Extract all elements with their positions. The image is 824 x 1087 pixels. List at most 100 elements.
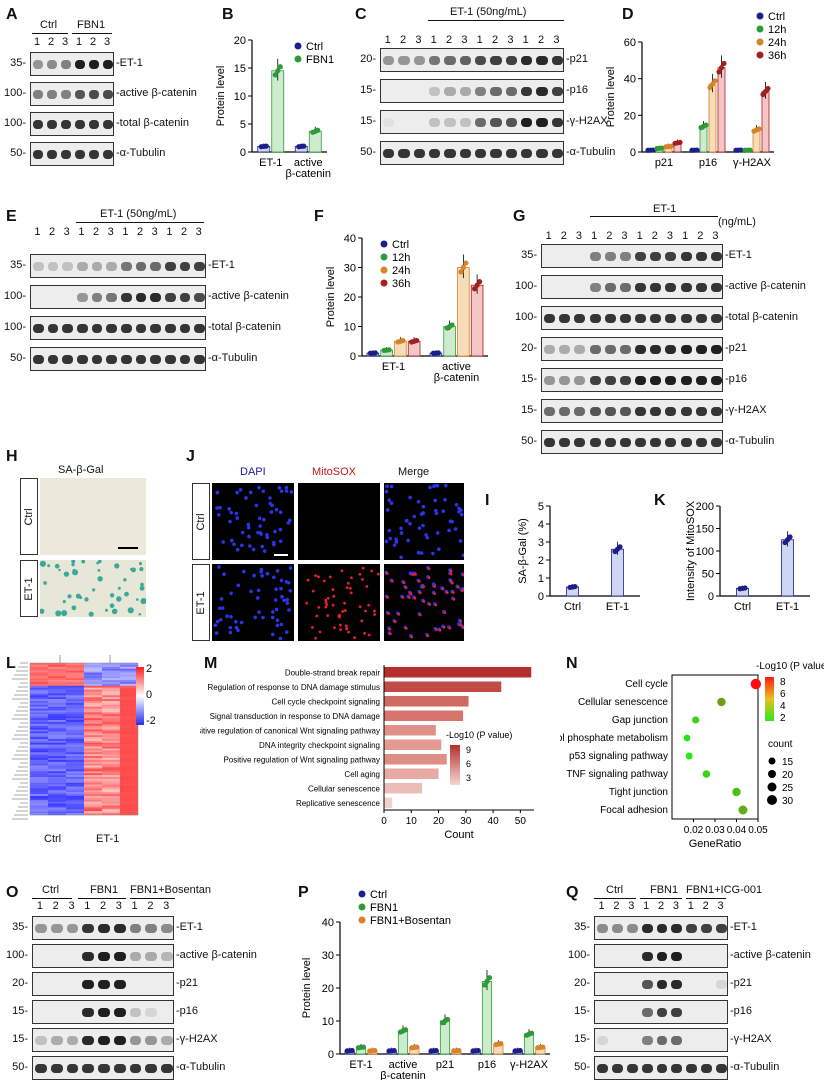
x-tick-label: 0.04 <box>727 825 747 836</box>
legend-label: Ctrl <box>370 889 387 901</box>
stained-cell <box>58 568 61 572</box>
molecular-weight-marker: 100- <box>3 321 26 333</box>
band <box>150 355 161 364</box>
band <box>695 252 707 261</box>
band <box>121 324 132 333</box>
lane-number: 1 <box>687 900 694 912</box>
legend-title: -Log10 (P value) <box>756 661 824 672</box>
band <box>103 150 113 159</box>
molecular-weight-marker: 100- <box>5 949 28 961</box>
y-axis-label: Protein level <box>301 958 313 1019</box>
band <box>194 293 205 302</box>
y-tick-label: 10 <box>322 1016 334 1028</box>
band <box>589 283 601 292</box>
lane-number: 1 <box>34 226 41 238</box>
molecular-weight-marker: 15- <box>12 1005 28 1017</box>
data-point <box>702 770 711 778</box>
band <box>33 324 44 333</box>
category-label: Cell aging <box>344 770 380 779</box>
lane-number: 1 <box>682 230 689 242</box>
band <box>475 87 487 96</box>
category-label: Inositol phosphate metabolism <box>560 733 668 744</box>
band <box>98 1008 110 1017</box>
band <box>671 952 683 961</box>
molecular-weight-marker: 35- <box>12 921 28 933</box>
group-label: Ctrl <box>42 884 60 896</box>
y-tick-label: 60 <box>624 37 636 49</box>
band <box>50 924 63 933</box>
category-label: Regulation of response to DNA damage sti… <box>207 683 380 692</box>
band <box>695 438 707 447</box>
y-tick-label: 15 <box>234 63 246 75</box>
band <box>33 262 44 271</box>
band <box>641 952 653 961</box>
lane-number: 2 <box>52 900 59 912</box>
bar <box>384 768 439 779</box>
band <box>716 980 727 989</box>
dendrogram <box>59 655 111 663</box>
band <box>551 149 563 158</box>
molecular-weight-marker: 50- <box>10 352 26 364</box>
lane-number: 3 <box>666 230 674 242</box>
band <box>194 355 205 364</box>
band <box>98 980 110 989</box>
band <box>641 1064 653 1073</box>
chart-d: 0 20 40 60 Protein level p21 p16 γ-H2AX Ctrl12h2… <box>605 11 786 169</box>
category-label: Cell cycle <box>625 679 668 690</box>
band <box>695 345 707 354</box>
band <box>589 345 601 354</box>
data-point <box>414 337 420 344</box>
panel-label: F <box>314 208 324 225</box>
legend-marker <box>294 55 302 63</box>
lane-number: 1 <box>430 34 437 46</box>
y-tick-label: 4 <box>538 519 544 531</box>
stained-cell <box>116 596 122 602</box>
band <box>129 1008 142 1017</box>
molecular-weight-marker: 20- <box>360 53 376 65</box>
data-point <box>668 143 674 149</box>
blot-strip <box>30 52 114 76</box>
blot-strip <box>594 944 728 968</box>
panel-label: A <box>6 6 18 23</box>
band <box>106 324 117 333</box>
data-point <box>685 752 693 760</box>
lane-number: 3 <box>628 900 635 912</box>
data-point <box>484 978 490 984</box>
color-scale <box>136 667 144 725</box>
band <box>161 1036 173 1045</box>
band <box>129 952 142 961</box>
molecular-weight-marker: 100- <box>3 290 26 302</box>
col-label: MitoSOX <box>312 466 357 478</box>
band <box>551 56 563 65</box>
blot-target-label: -p21 <box>176 977 199 989</box>
band <box>589 376 601 385</box>
band <box>50 1036 63 1045</box>
band <box>113 1064 126 1073</box>
band <box>544 345 556 354</box>
x-tick-label: 0.03 <box>705 825 725 836</box>
stained-cell <box>111 608 118 615</box>
band <box>429 87 441 96</box>
band <box>656 980 668 989</box>
band <box>680 438 692 447</box>
data-point <box>486 975 493 981</box>
x-tick-label: ET-1 <box>382 361 405 373</box>
band <box>103 60 113 69</box>
legend-tick: 6 <box>780 689 786 700</box>
panel-label: C <box>355 6 367 23</box>
blot-strip <box>541 430 723 454</box>
lane-number: 3 <box>712 230 719 242</box>
band <box>113 924 126 933</box>
band <box>35 1036 47 1045</box>
data-point <box>349 1047 355 1054</box>
band <box>544 438 556 447</box>
band <box>551 87 563 96</box>
data-point <box>617 544 623 550</box>
band <box>75 90 85 99</box>
col-label: ET-1 <box>96 833 120 845</box>
band <box>521 118 533 127</box>
y-axis-label: Protein level <box>325 267 337 328</box>
band <box>521 149 533 158</box>
band <box>604 283 616 292</box>
band <box>635 438 647 447</box>
